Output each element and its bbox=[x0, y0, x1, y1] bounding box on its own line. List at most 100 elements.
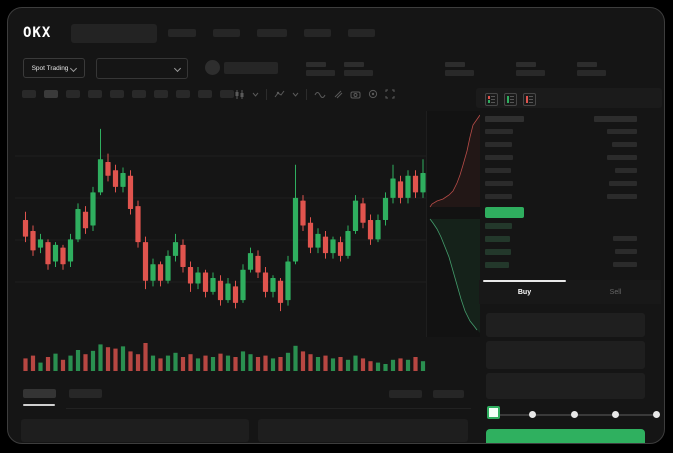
tab-sell[interactable]: Sell bbox=[609, 288, 622, 296]
volume-bar bbox=[23, 358, 28, 371]
stat-label-placeholder bbox=[577, 62, 597, 67]
timeframe-button[interactable] bbox=[88, 90, 102, 98]
ask-marker bbox=[488, 96, 490, 99]
volume-bar bbox=[308, 354, 313, 371]
last-price-bar[interactable] bbox=[485, 207, 524, 218]
ask-row[interactable] bbox=[479, 139, 661, 152]
volume-bar bbox=[143, 343, 148, 371]
candle-body bbox=[247, 253, 254, 270]
volume-bar bbox=[263, 355, 268, 371]
candle-body bbox=[97, 159, 104, 193]
volume-bar bbox=[180, 357, 186, 371]
nav-item-placeholder[interactable] bbox=[213, 29, 240, 37]
trade-input[interactable] bbox=[486, 341, 645, 369]
volume-bar bbox=[38, 362, 43, 371]
timeframe-button[interactable] bbox=[66, 90, 80, 98]
candle-body bbox=[330, 239, 336, 254]
amount-slider-handle[interactable] bbox=[487, 406, 500, 419]
bottom-action-placeholder[interactable] bbox=[389, 390, 422, 398]
chevron-down-icon[interactable] bbox=[252, 91, 259, 98]
nav-item-placeholder[interactable] bbox=[257, 29, 287, 37]
ask-row[interactable] bbox=[479, 191, 661, 204]
book-bids-icon[interactable] bbox=[504, 93, 517, 106]
ask-row[interactable] bbox=[479, 165, 661, 178]
volume-bar bbox=[195, 358, 201, 371]
candlestick-chart[interactable] bbox=[15, 109, 427, 377]
book-combined-icon[interactable] bbox=[485, 93, 498, 106]
candle-style-icon[interactable] bbox=[234, 89, 245, 100]
placeholder-line bbox=[491, 96, 495, 97]
volume-bar bbox=[83, 354, 88, 371]
size-placeholder bbox=[607, 129, 637, 134]
indicator-icon[interactable] bbox=[274, 89, 285, 100]
bid-row[interactable] bbox=[479, 246, 661, 259]
tab-buy[interactable]: Buy bbox=[479, 280, 570, 304]
orderbook-header[interactable] bbox=[479, 113, 661, 126]
slider-stop-75[interactable] bbox=[611, 411, 619, 418]
timeframe-button[interactable] bbox=[154, 90, 168, 98]
slider-stop-25[interactable] bbox=[529, 411, 537, 418]
timeframe-button[interactable] bbox=[22, 90, 36, 98]
book-asks-icon[interactable] bbox=[523, 93, 536, 106]
depth-chart[interactable] bbox=[426, 111, 480, 337]
draw-icon[interactable] bbox=[333, 89, 343, 99]
timeframe-button[interactable] bbox=[110, 90, 124, 98]
bid-row[interactable] bbox=[479, 233, 661, 246]
candle-body bbox=[75, 208, 81, 240]
placeholder-line bbox=[510, 102, 514, 103]
trade-input[interactable] bbox=[486, 373, 645, 399]
chevron-down-icon bbox=[70, 64, 78, 72]
price-placeholder bbox=[485, 142, 512, 147]
candle-body bbox=[90, 192, 96, 226]
trade-input[interactable] bbox=[486, 313, 645, 337]
market-type-label: Spot Trading bbox=[31, 64, 69, 72]
pair-select[interactable] bbox=[96, 58, 188, 79]
stat-value-placeholder bbox=[577, 70, 606, 76]
bottom-tab[interactable] bbox=[69, 389, 102, 398]
volume-bar bbox=[255, 357, 261, 371]
bid-row[interactable] bbox=[479, 259, 661, 272]
ask-row[interactable] bbox=[479, 126, 661, 139]
timeframe-button[interactable] bbox=[132, 90, 146, 98]
candle-body bbox=[165, 255, 171, 281]
timeframe-button[interactable] bbox=[220, 90, 234, 98]
volume-bar bbox=[390, 359, 396, 371]
nav-item-placeholder[interactable] bbox=[348, 29, 375, 37]
chevron-down-icon[interactable] bbox=[292, 91, 299, 98]
timeframe-button[interactable] bbox=[176, 90, 190, 98]
ask-row[interactable] bbox=[479, 178, 661, 191]
size-placeholder bbox=[612, 142, 637, 147]
ask-row[interactable] bbox=[479, 152, 661, 165]
orders-panel-placeholder bbox=[21, 419, 249, 442]
volume-bar bbox=[120, 346, 126, 371]
volume-bar bbox=[113, 348, 118, 371]
fullscreen-icon[interactable] bbox=[385, 89, 395, 99]
nav-item-placeholder[interactable] bbox=[304, 29, 331, 37]
size-placeholder bbox=[613, 262, 637, 267]
slider-stop-50[interactable] bbox=[570, 411, 578, 418]
timeframe-button[interactable] bbox=[198, 90, 212, 98]
nav-item-placeholder[interactable] bbox=[168, 29, 196, 37]
candle-body bbox=[172, 242, 179, 256]
settings-icon[interactable] bbox=[368, 89, 378, 99]
snapshot-icon[interactable] bbox=[350, 90, 361, 99]
volume-bar bbox=[158, 358, 163, 371]
volume-bar bbox=[233, 357, 238, 371]
timeframe-button[interactable] bbox=[44, 90, 58, 98]
bottom-action-placeholder[interactable] bbox=[433, 390, 464, 398]
bottom-tab-active[interactable] bbox=[23, 389, 56, 398]
divider bbox=[66, 408, 471, 409]
search-input[interactable] bbox=[71, 24, 157, 43]
volume-bar bbox=[360, 358, 366, 371]
wave-icon[interactable] bbox=[314, 90, 326, 99]
placeholder-line bbox=[510, 96, 514, 97]
bid-row[interactable] bbox=[479, 220, 661, 233]
bid-marker bbox=[488, 100, 490, 103]
candle-body bbox=[82, 211, 89, 229]
price-placeholder bbox=[485, 236, 510, 242]
buy-submit-button[interactable] bbox=[486, 429, 645, 443]
market-type-dropdown[interactable]: Spot Trading bbox=[23, 58, 85, 78]
candle-body bbox=[225, 283, 231, 301]
slider-stop-100[interactable] bbox=[653, 411, 660, 418]
candle-body bbox=[337, 242, 344, 256]
